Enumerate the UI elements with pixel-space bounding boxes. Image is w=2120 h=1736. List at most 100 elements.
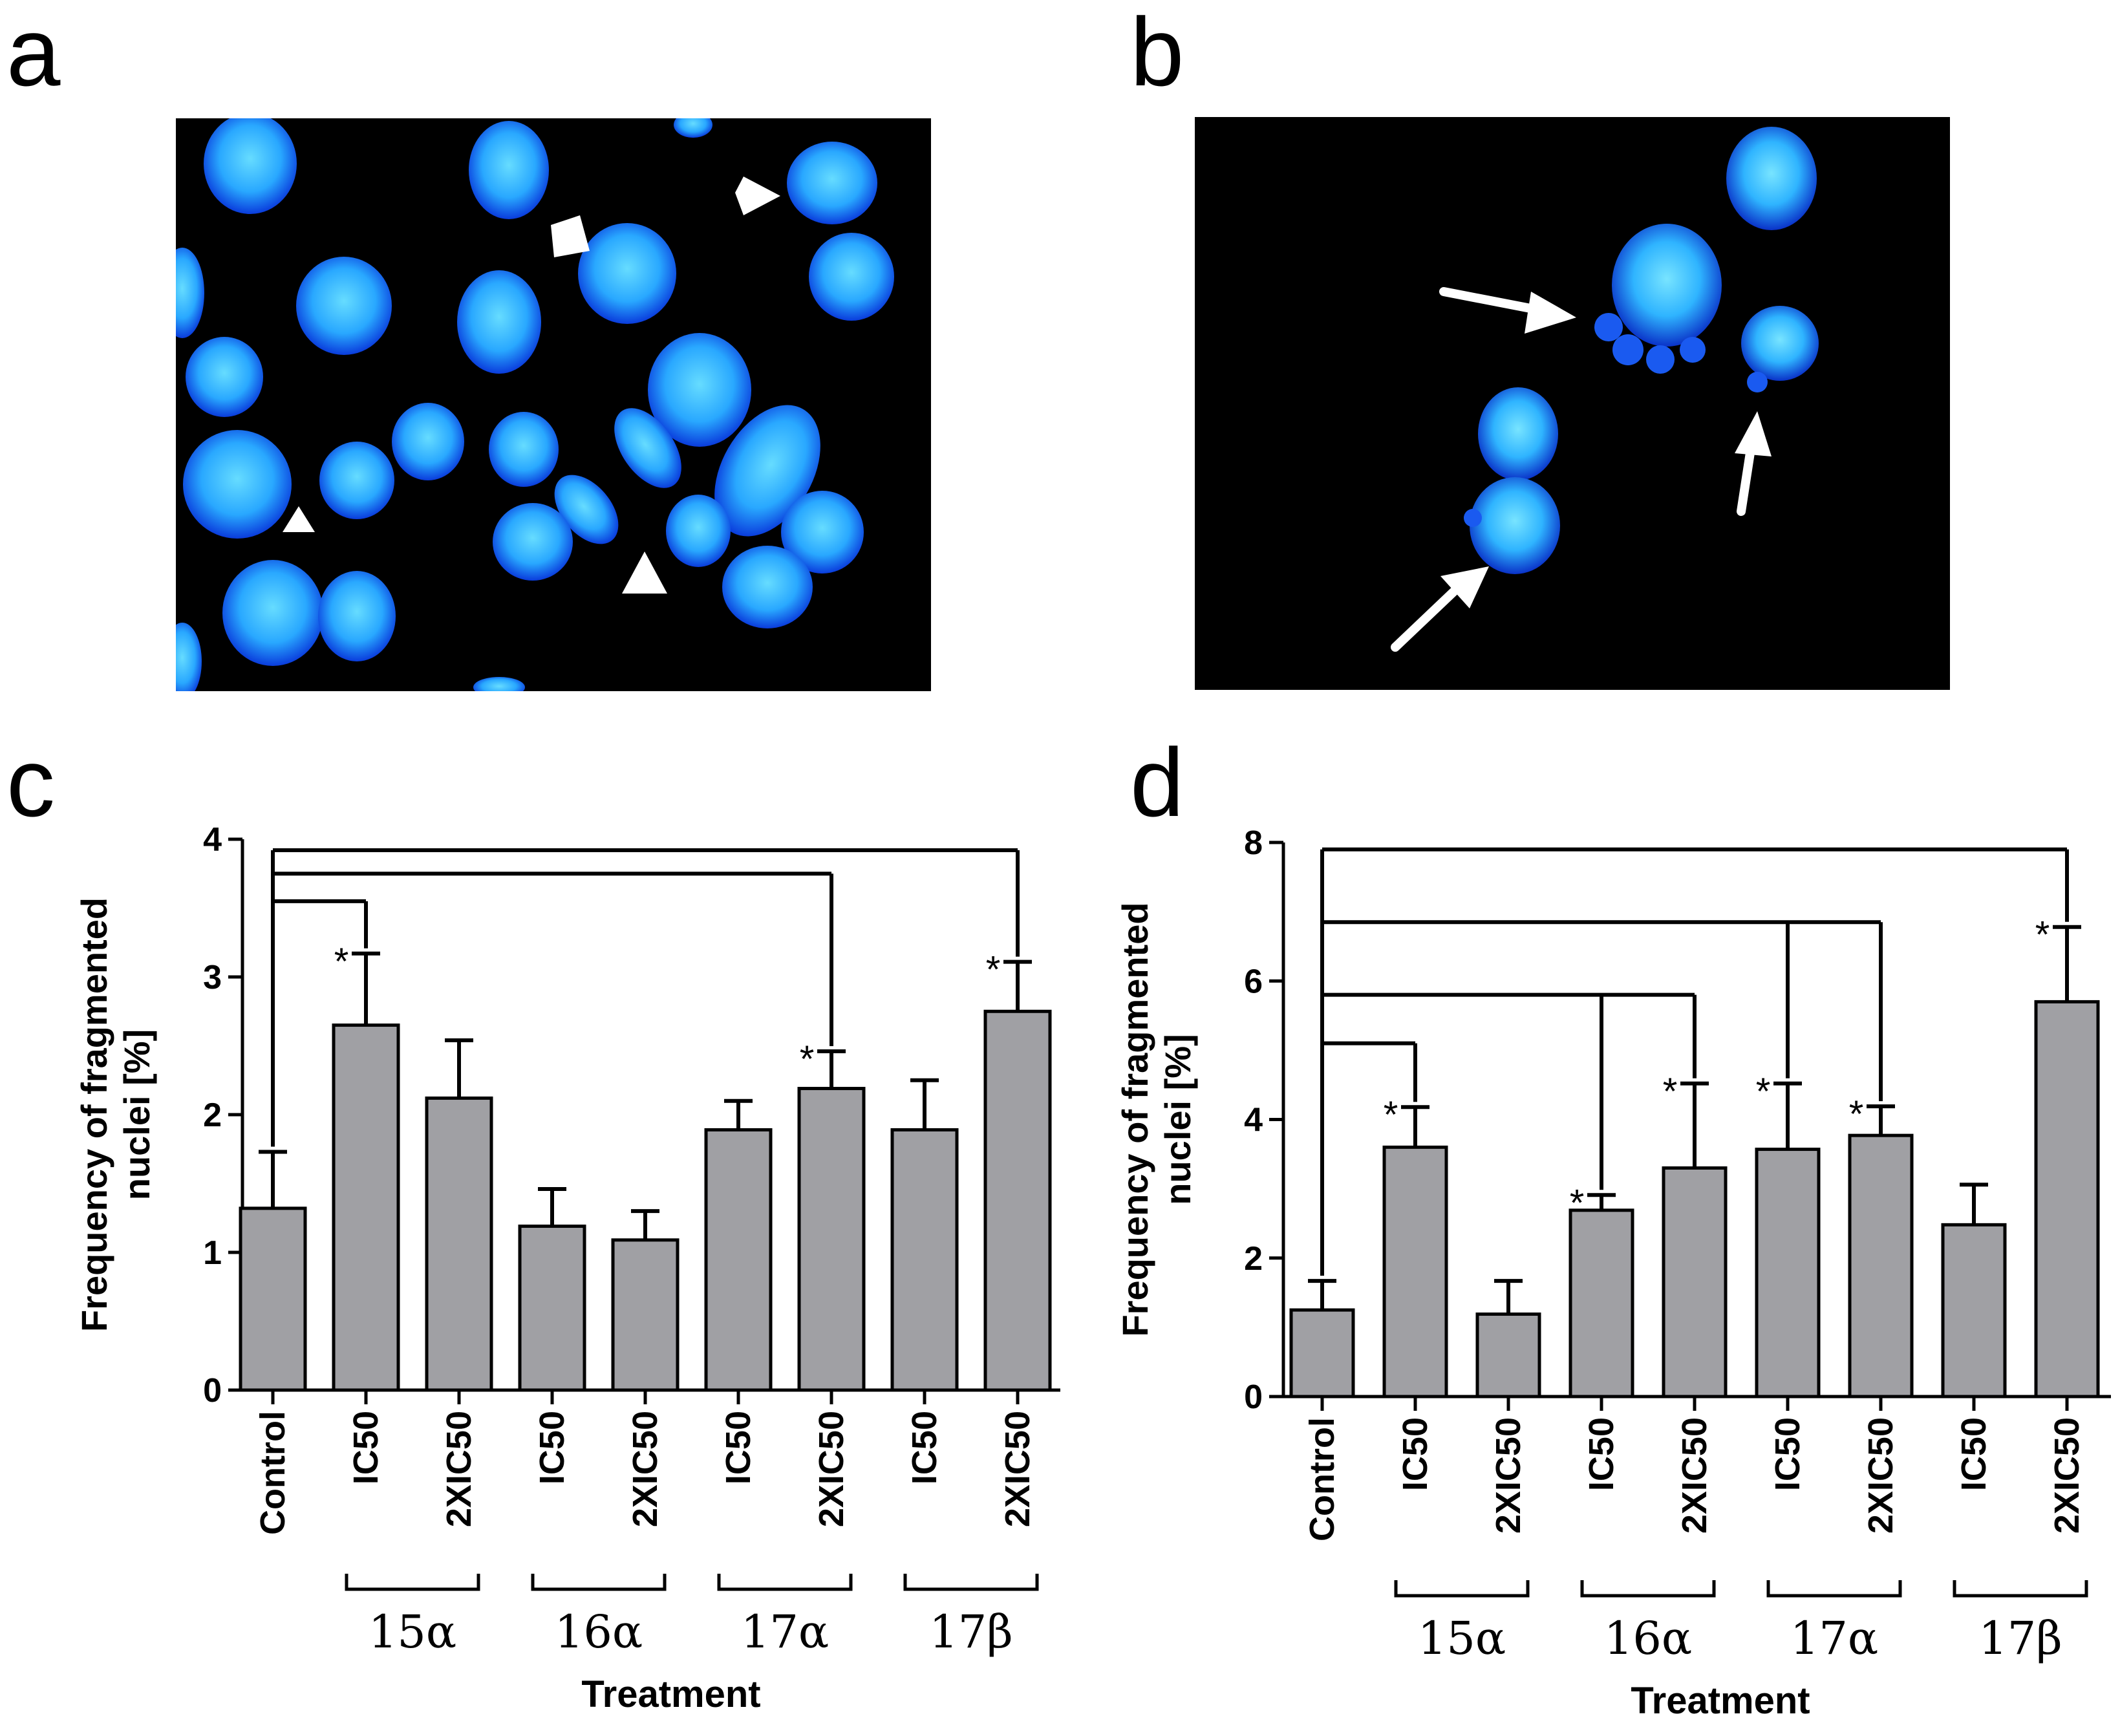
panel-label-c: c xyxy=(6,728,55,837)
bar xyxy=(1569,1208,1634,1398)
bar xyxy=(1662,1166,1728,1398)
significance-mark: * xyxy=(1849,1093,1864,1135)
group-label: 15α xyxy=(369,1605,456,1658)
arrowhead-icon xyxy=(622,552,667,594)
y-tick-label: 4 xyxy=(203,821,222,859)
significance-mark: * xyxy=(800,1038,815,1080)
x-tick-label: IC50 xyxy=(533,1411,572,1484)
nucleus xyxy=(296,257,392,355)
x-tick-label: IC50 xyxy=(719,1411,758,1484)
nucleus xyxy=(1741,306,1819,381)
x-tick-label: 2XIC50 xyxy=(1489,1417,1528,1534)
group-label: 16α xyxy=(1604,1612,1692,1665)
arrowhead-icon xyxy=(1525,292,1576,334)
chart-d-svg: 0 2 4 6 8 Frequency of fragmentednuclei [%] Co… xyxy=(1115,824,2111,1722)
nucleus xyxy=(1470,477,1560,574)
nucleus-fragment xyxy=(1594,313,1623,341)
bar xyxy=(1382,1145,1448,1398)
x-tick-label: IC50 xyxy=(905,1411,944,1484)
x-tick-label: IC50 xyxy=(1954,1417,1993,1491)
nuclei xyxy=(176,118,894,691)
arrowhead-icon xyxy=(551,215,590,257)
group-bracket xyxy=(1580,1580,1716,1598)
nucleus-fragment xyxy=(1747,372,1768,392)
x-tick-label: IC50 xyxy=(1768,1417,1807,1491)
nucleus xyxy=(614,408,681,488)
bar xyxy=(2034,1000,2100,1398)
significance-mark: * xyxy=(1756,1071,1771,1113)
bar xyxy=(518,1225,586,1392)
nucleus-fragment xyxy=(1612,334,1644,365)
bar xyxy=(611,1238,680,1392)
y-tick-label: 4 xyxy=(1244,1102,1263,1139)
nucleus xyxy=(183,430,292,539)
nucleus xyxy=(457,270,541,374)
significance-mark: * xyxy=(1663,1071,1678,1113)
x-tick-label: Control xyxy=(253,1411,292,1535)
group-label: 17β xyxy=(1978,1612,2062,1665)
x-tick-label: 2XIC50 xyxy=(626,1411,665,1527)
arrow-icon xyxy=(1439,287,1548,316)
bar xyxy=(425,1096,493,1392)
group-label: 15α xyxy=(1418,1612,1506,1665)
bar xyxy=(704,1128,773,1392)
bar xyxy=(1755,1148,1821,1398)
x-tick-label: 2XIC50 xyxy=(998,1411,1037,1527)
nucleus xyxy=(1726,127,1817,230)
nucleus xyxy=(722,546,813,628)
arrow-icon xyxy=(1391,581,1464,652)
nucleus-fragment xyxy=(1680,337,1706,363)
bar xyxy=(239,1206,307,1392)
x-tick-label: Control xyxy=(1303,1417,1342,1541)
bar xyxy=(797,1087,866,1392)
nucleus xyxy=(578,223,676,324)
nucleus xyxy=(781,491,864,573)
x-tick-label: 2XIC50 xyxy=(812,1411,851,1527)
significance-mark: * xyxy=(2035,914,2050,956)
nucleus xyxy=(493,503,573,581)
y-tick-label: 1 xyxy=(203,1234,222,1272)
nucleus xyxy=(186,337,263,417)
arrowheads xyxy=(283,177,780,594)
y-tick-label: 0 xyxy=(203,1372,222,1409)
significance-mark: * xyxy=(986,949,1001,991)
y-tick-label: 8 xyxy=(1244,824,1263,862)
y-tick-label: 2 xyxy=(203,1097,222,1134)
panel-label-a: a xyxy=(6,0,61,106)
y-tick-label: 0 xyxy=(1244,1378,1263,1416)
nucleus xyxy=(176,248,204,338)
group-bracket xyxy=(531,1574,667,1591)
group-label: 16α xyxy=(555,1605,643,1658)
panel-label-d: d xyxy=(1130,728,1184,837)
x-axis-label: Treatment xyxy=(581,1673,760,1715)
nucleus xyxy=(392,403,464,480)
micrograph-b-image xyxy=(1391,127,1819,652)
group-bracket xyxy=(717,1574,853,1591)
y-axis-label: Frequency of fragmentednuclei [%] xyxy=(74,897,157,1332)
nucleus xyxy=(473,677,525,691)
chart-c: 0 1 2 3 4 Frequency of fragmentednuclei [%] Co… xyxy=(0,776,1060,1736)
group-label: 17β xyxy=(929,1605,1013,1658)
bar xyxy=(983,1009,1052,1392)
y-tick-label: 3 xyxy=(203,959,222,996)
bar xyxy=(1475,1313,1541,1398)
nucleus xyxy=(489,412,559,487)
nucleus-fragment xyxy=(1464,509,1482,527)
x-tick-label: 2XIC50 xyxy=(440,1411,478,1527)
group-bracket xyxy=(345,1574,480,1591)
group-label: 17α xyxy=(741,1605,829,1658)
group-bracket xyxy=(903,1574,1039,1591)
arrows xyxy=(1391,287,1772,652)
group-bracket xyxy=(1953,1580,2088,1598)
x-tick-label: 2XIC50 xyxy=(1861,1417,1900,1534)
panel-label-b: b xyxy=(1130,0,1184,106)
x-axis-label: Treatment xyxy=(1631,1680,1810,1722)
significance-mark: * xyxy=(334,941,349,983)
nucleus xyxy=(469,121,549,219)
arrowhead-icon xyxy=(1440,566,1489,608)
group-bracket xyxy=(1766,1580,1902,1598)
bar xyxy=(1848,1133,1914,1398)
x-tick-label: IC50 xyxy=(1582,1417,1621,1491)
group-label: 17α xyxy=(1790,1612,1878,1665)
nucleus xyxy=(176,623,202,691)
